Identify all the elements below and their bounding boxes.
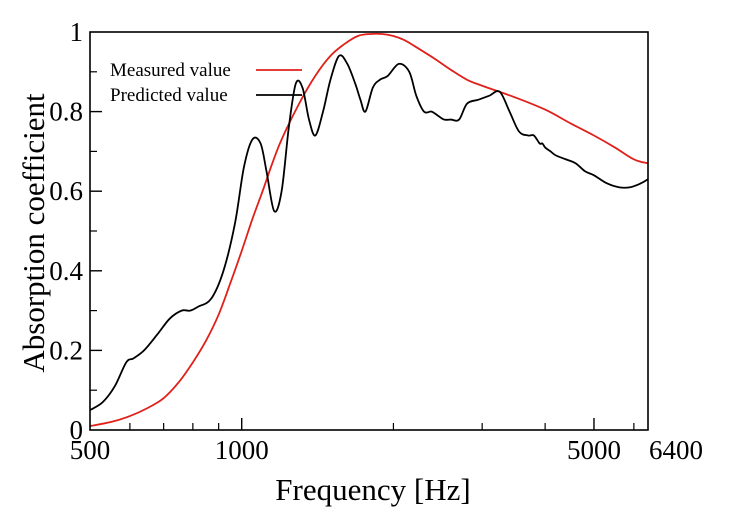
y-tick-label: 0.4 [49,256,83,286]
series-line-predicted [90,54,648,411]
x-axis-title: Frequency [Hz] [275,472,470,507]
x-tick-label: 1000 [215,435,269,465]
series-group [90,32,648,427]
y-axis-title: Absorption coefficient [16,93,51,373]
plot-area [90,32,648,427]
x-tick-label: 500 [70,435,111,465]
x-tick-label: 5000 [567,435,621,465]
axes: 0 0.2 0.4 0.6 0.8 1 500 1000 5000 6400 Frequency [… [16,17,703,507]
y-tick-label: 0.6 [49,176,83,206]
x-tick-label: 6400 [649,435,703,465]
legend: Measured value Predicted value [110,60,302,106]
y-tick-label: 1 [70,17,84,47]
legend-label-predicted: Predicted value [110,85,228,106]
y-tick-label: 0 [70,415,84,445]
legend-label-measured: Measured value [110,60,231,81]
series-line-measured [90,32,648,427]
y-tick-label: 0.8 [49,97,83,127]
y-tick-label: 0.2 [49,335,83,365]
